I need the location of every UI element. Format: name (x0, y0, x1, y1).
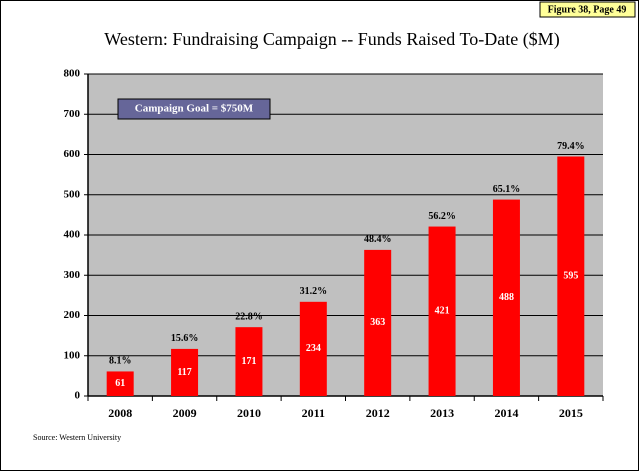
y-tick-label: 0 (75, 390, 81, 402)
bar-value-label: 488 (499, 292, 514, 303)
bar-value-label: 421 (435, 306, 450, 317)
bar-value-label: 363 (370, 317, 385, 328)
percent-label: 56.2% (428, 211, 456, 222)
chart-title: Western: Fundraising Campaign -- Funds R… (104, 29, 559, 50)
percent-label: 48.4% (364, 234, 392, 245)
bar (557, 156, 585, 396)
bar (492, 199, 520, 396)
x-tick-label: 2014 (494, 406, 518, 420)
bar (235, 327, 263, 396)
percent-label: 65.1% (493, 184, 521, 195)
x-tick-label: 2012 (366, 406, 390, 420)
bar (364, 249, 392, 396)
figure-label: Figure 38, Page 49 (548, 4, 627, 15)
bar-value-label: 117 (177, 367, 191, 378)
annotation: Campaign Goal = $750M (135, 103, 254, 115)
x-tick-label: 2013 (430, 406, 454, 420)
y-tick-label: 100 (64, 349, 81, 361)
bar (299, 301, 327, 396)
bar (428, 226, 456, 396)
y-tick-label: 600 (64, 148, 81, 160)
x-tick-label: 2010 (237, 406, 261, 420)
percent-label: 22.8% (235, 311, 263, 322)
bar (106, 371, 134, 396)
y-tick-label: 200 (64, 309, 81, 321)
y-tick-label: 400 (64, 229, 81, 241)
percent-label: 8.1% (109, 356, 132, 367)
source: Source: Western University (33, 433, 121, 442)
y-tick-label: 700 (64, 108, 81, 120)
bar-value-label: 595 (563, 271, 578, 282)
percent-label: 31.2% (300, 286, 328, 297)
figure-label-box (539, 1, 636, 18)
bar (171, 348, 199, 396)
bar-value-label: 61 (115, 378, 125, 389)
y-tick-label: 800 (64, 68, 81, 80)
x-tick-label: 2009 (173, 406, 197, 420)
x-tick-label: 2011 (302, 406, 325, 420)
percent-label: 15.6% (171, 333, 199, 344)
annotation-box (117, 98, 271, 120)
x-tick-label: 2008 (108, 406, 132, 420)
bar-value-label: 171 (241, 356, 256, 367)
x-tick-label: 2015 (559, 406, 583, 420)
y-tick-label: 300 (64, 269, 81, 281)
y-tick-label: 500 (64, 188, 81, 200)
percent-label: 79.4% (557, 141, 585, 152)
bar-value-label: 234 (306, 343, 321, 354)
